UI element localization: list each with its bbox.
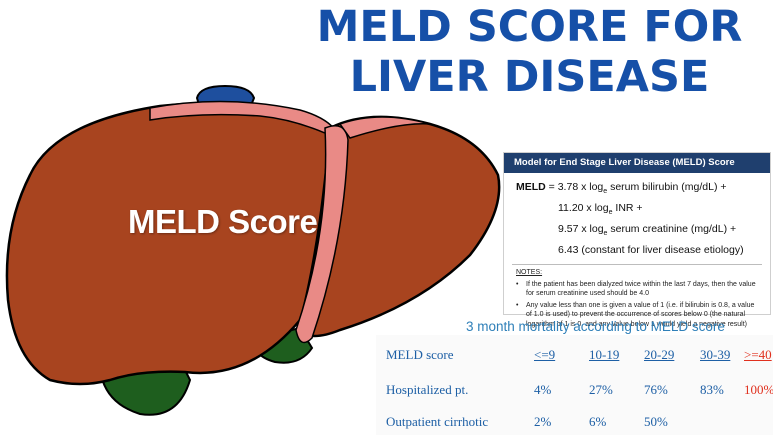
table-cell: 76% <box>644 382 668 397</box>
mortality-table: MELD score <=9 10-19 20-29 30-39 >=40 Ho… <box>376 335 773 435</box>
notes-title: NOTES: <box>516 269 543 277</box>
left-lobe-stripe <box>338 116 431 139</box>
mortality-row-outpatient: Outpatient cirrhotic 2% 6% 50% <box>386 414 773 434</box>
formula-line-2: 11.20 x loge INR + <box>558 202 643 217</box>
note-item: • Any value less than one is given a valu… <box>516 301 755 328</box>
table-cell: 6% <box>589 414 607 429</box>
formula-header: Model for End Stage Liver Disease (MELD)… <box>504 153 770 173</box>
formula-line-1: MELD = 3.78 x loge serum bilirubin (mg/d… <box>516 181 727 196</box>
header-cell: <=9 <box>534 347 556 362</box>
mortality-row-hospitalized: Hospitalized pt. 4% 27% 76% 83% 100% <box>386 382 773 402</box>
ligament-stripe <box>295 125 349 344</box>
header-label: MELD score <box>386 347 454 362</box>
formula-line-4: 6.43 (constant for liver disease etiolog… <box>558 244 744 257</box>
formula-body: MELD = 3.78 x loge serum bilirubin (mg/d… <box>504 173 770 259</box>
mortality-title: 3 month mortality according to MELD scor… <box>466 319 725 334</box>
table-cell: 100% <box>744 382 773 397</box>
header-cell: 20-29 <box>644 347 675 362</box>
page-title: MELD SCORE FOR LIVER DISEASE <box>292 2 767 102</box>
title-line-1: MELD SCORE FOR <box>316 2 743 52</box>
formula-line-3: 9.57 x loge serum creatinine (mg/dL) + <box>558 223 737 238</box>
header-cell: 10-19 <box>589 347 620 362</box>
table-cell: 50% <box>644 414 668 429</box>
title-line-2: LIVER DISEASE <box>349 52 710 102</box>
header-cell: 30-39 <box>700 347 731 362</box>
formula-notes: NOTES: • If the patient has been dialyzed… <box>504 265 770 329</box>
table-cell: 83% <box>700 382 724 397</box>
table-cell: 4% <box>534 382 552 397</box>
table-cell: 2% <box>534 414 552 429</box>
liver-label: MELD Score <box>128 203 318 240</box>
liver-illustration <box>5 84 501 416</box>
meld-formula-box: Model for End Stage Liver Disease (MELD)… <box>503 152 771 328</box>
row-label: Outpatient cirrhotic <box>386 414 489 429</box>
mortality-header-row: MELD score <=9 10-19 20-29 30-39 >=40 <box>386 347 773 367</box>
notes-divider <box>512 264 762 266</box>
row-label: Hospitalized pt. <box>386 382 469 397</box>
table-cell: 27% <box>589 382 613 397</box>
formula-lead: MELD <box>516 181 546 193</box>
note-item: • If the patient has been dialyzed twice … <box>516 280 756 298</box>
header-cell: >=40 <box>744 347 772 362</box>
